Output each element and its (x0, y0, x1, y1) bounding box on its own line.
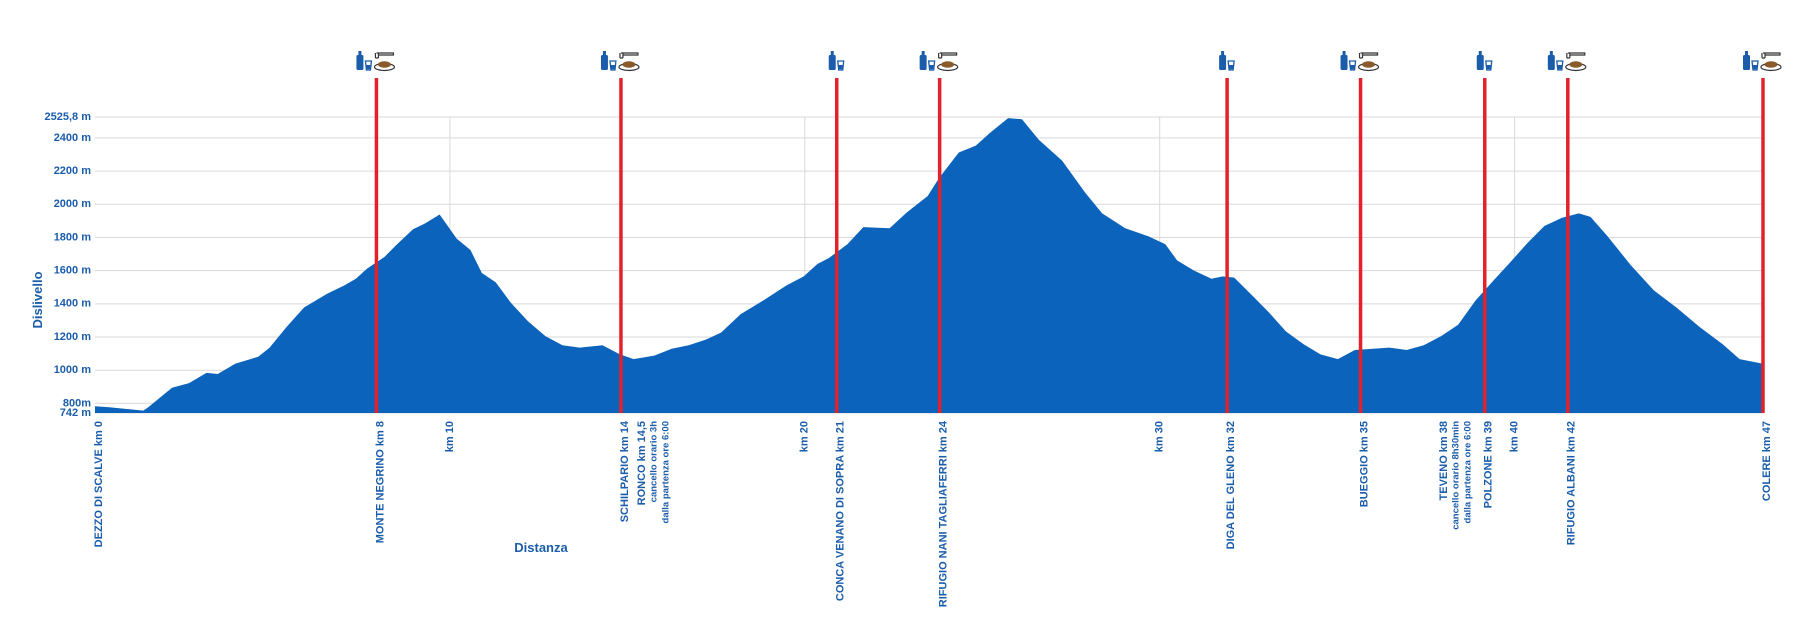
checkpoint-label: RIFUGIO ALBANI km 42 (1566, 421, 1578, 545)
x-tick-label: km 30 (1154, 421, 1166, 452)
refreshment-icon (919, 51, 959, 72)
bottle-cap (1745, 51, 1748, 55)
cup-water (1486, 65, 1491, 70)
y-tick-label: 1600 m (54, 265, 92, 277)
x-tick-label: km 40 (1508, 421, 1520, 452)
refreshment-icon (1219, 51, 1235, 71)
cup-water (1752, 65, 1758, 70)
food-icon (377, 61, 391, 68)
checkpoint-label: COLERE km 47 (1761, 421, 1773, 501)
cup-water (1228, 65, 1234, 70)
y-tick-label: 2000 m (54, 198, 92, 210)
refreshment-icon (1476, 51, 1493, 71)
note-sub-label: cancello orario 8h30min (1451, 421, 1462, 530)
fork-icon (619, 53, 624, 59)
fork-icon (1761, 53, 1766, 59)
checkpoint-label: RIFUGIO NANI TAGLIAFERRI km 24 (938, 420, 950, 607)
refreshment-icon (356, 51, 396, 72)
y-tick-label: 1800 m (54, 231, 92, 243)
x-axis-title: Distanza (514, 540, 568, 555)
note-label: DEZZO DI SCALVE km 0 (93, 421, 105, 547)
note-sub-label: dalla partenza ore 6:00 (1463, 421, 1474, 523)
y-tick-label: 2200 m (54, 165, 92, 177)
bottle-cap (1549, 51, 1553, 55)
refreshment-icon (828, 51, 845, 71)
y-tick-label: 2525,8 m (45, 111, 92, 123)
refreshment-icon (600, 51, 640, 72)
bottle-cap (1478, 51, 1482, 55)
bottle-cap (1342, 51, 1346, 55)
bottle-icon (1219, 55, 1227, 70)
note-label: RONCO km 14,5 (636, 421, 648, 505)
bottle-cap (358, 51, 362, 55)
y-tick-label: 1400 m (54, 298, 92, 310)
cup-water (610, 65, 616, 70)
checkpoint-label: CONCA VENANO DI SOPRA km 21 (835, 421, 847, 601)
cup-water (838, 65, 843, 70)
y-tick-label: 2400 m (54, 132, 92, 144)
cup-water (1557, 65, 1563, 70)
bottle-icon (1476, 55, 1484, 70)
bottle-cap (921, 51, 925, 55)
bottle-icon (1743, 55, 1750, 70)
cup-water (929, 65, 934, 70)
dome-icon (620, 52, 639, 56)
y-tick-label: 800m (63, 397, 91, 409)
y-tick-label: 1000 m (54, 364, 92, 376)
cup-water (1350, 65, 1355, 70)
note-label: TEVENO km 38 (1438, 421, 1450, 500)
food-icon (941, 61, 955, 68)
checkpoint-label: DIGA DEL GLENO km 32 (1225, 421, 1237, 549)
cup-water (366, 65, 371, 70)
checkpoint-label: SCHILPARIO km 14 (619, 420, 631, 522)
bottle-icon (919, 55, 927, 70)
bottle-icon (1547, 55, 1555, 70)
x-tick-label: km 10 (444, 421, 456, 452)
fork-icon (1358, 53, 1364, 59)
refreshment-icon (1340, 51, 1380, 72)
bottle-icon (600, 55, 608, 70)
dome-icon (1567, 52, 1586, 56)
bottle-cap (830, 51, 834, 55)
bottle-icon (356, 55, 364, 70)
dome-icon (1360, 52, 1379, 56)
dome-icon (1763, 52, 1781, 56)
bottle-cap (1221, 51, 1225, 55)
bottle-cap (602, 51, 606, 55)
dome-icon (376, 52, 395, 56)
food-icon (1362, 61, 1376, 68)
y-tick-label: 1200 m (54, 331, 92, 343)
checkpoint-label: BUEGGIO km 35 (1358, 421, 1370, 507)
fork-icon (938, 53, 943, 59)
food-icon (1569, 61, 1583, 68)
refreshment-icon (1547, 51, 1587, 72)
checkpoint-label: MONTE NEGRINO km 8 (374, 421, 386, 543)
bottle-icon (828, 55, 836, 70)
checkpoint-label: POLZONE km 39 (1483, 421, 1495, 508)
y-axis-title: Dislivello (30, 271, 45, 328)
fork-icon (374, 53, 380, 59)
note-sub-label: cancello orario 3h (649, 421, 660, 503)
bottle-icon (1340, 55, 1348, 70)
x-tick-label: km 20 (799, 421, 811, 452)
food-icon (1764, 61, 1778, 68)
elevation-area (95, 118, 1763, 413)
note-sub-label: dalla partenza ore 6:00 (661, 421, 672, 523)
y-tick-label: 742 m (60, 407, 91, 419)
food-icon (622, 61, 636, 68)
dome-icon (939, 52, 958, 56)
refreshment-icon (1743, 51, 1782, 72)
fork-icon (1566, 53, 1571, 59)
